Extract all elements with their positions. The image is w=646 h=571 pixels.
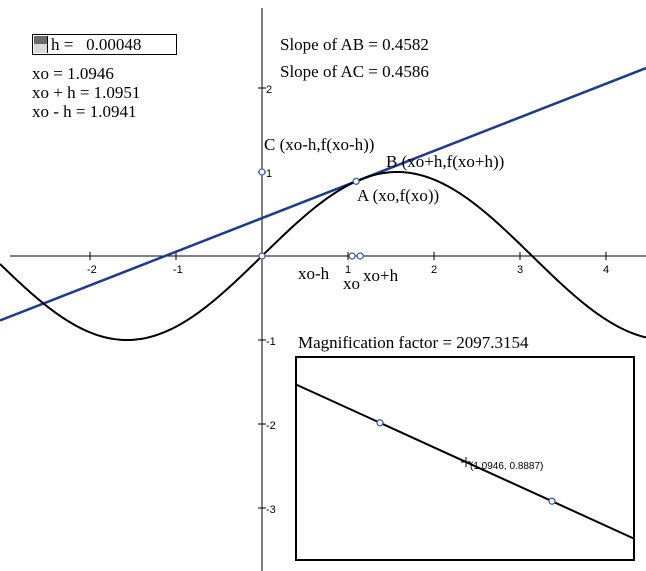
slope-ab-readout: Slope of AB = 0.4582 — [280, 35, 429, 54]
y-one-marker — [258, 168, 266, 176]
x-tick-label: -1 — [173, 264, 183, 276]
inset-frame — [295, 356, 635, 561]
inset-point-label: (1.0946, 0.8887) — [470, 461, 544, 472]
xo-axis-label: xo — [343, 274, 360, 293]
y-tick-label: 1 — [266, 168, 272, 180]
y-tick-label: -2 — [266, 420, 276, 432]
sine-curve — [0, 170, 646, 342]
axes — [10, 8, 646, 571]
y-tick-label: 2 — [266, 84, 272, 96]
slider-handle-top — [34, 36, 47, 44]
inset-point-c-marker — [376, 419, 384, 427]
h-value: 0.00048 — [86, 35, 142, 54]
x-tick-label: -2 — [87, 264, 97, 276]
point-a-marker — [352, 177, 360, 185]
secant-line — [0, 66, 646, 322]
tick-labels: -2 -1 1 2 3 4 2 1 -1 -2 -3 — [87, 84, 609, 516]
graph-content — [0, 66, 646, 342]
x-tick-label: 1 — [345, 264, 351, 276]
xo-minus-h-marker — [348, 252, 356, 260]
xo-readout: xo = 1.0946 — [32, 64, 114, 83]
slope-ac-readout: Slope of AC = 0.4586 — [280, 62, 429, 81]
point-c-label: C (xo-h,f(xo-h)) — [264, 135, 375, 154]
xo-minus-h-axis-label: xo-h — [298, 264, 330, 283]
xo-plus-h-readout: xo + h = 1.0951 — [32, 83, 141, 102]
inset-point-b-marker — [548, 497, 556, 505]
origin-marker — [258, 252, 266, 260]
y-tick-label: -3 — [266, 504, 276, 516]
h-label: h = 0.00048 — [51, 35, 142, 54]
x-tick-label: 2 — [431, 264, 437, 276]
y-tick-label: -1 — [266, 336, 276, 348]
point-a-label: A (xo,f(xo)) — [357, 186, 440, 205]
magnification-inset[interactable] — [295, 356, 635, 561]
point-b-label: B (xo+h,f(xo+h)) — [386, 152, 505, 171]
x-tick-label: 3 — [517, 264, 523, 276]
xo-minus-h-readout: xo - h = 1.0941 — [32, 102, 137, 121]
magnification-readout: Magnification factor = 2097.3154 — [298, 333, 529, 352]
xo-plus-h-axis-label: xo+h — [363, 266, 399, 285]
slider-handle[interactable] — [34, 36, 48, 53]
x-tick-label: 4 — [603, 264, 609, 276]
xo-plus-h-marker — [356, 252, 364, 260]
h-parameter-slider[interactable]: h = 0.00048 — [32, 34, 177, 55]
